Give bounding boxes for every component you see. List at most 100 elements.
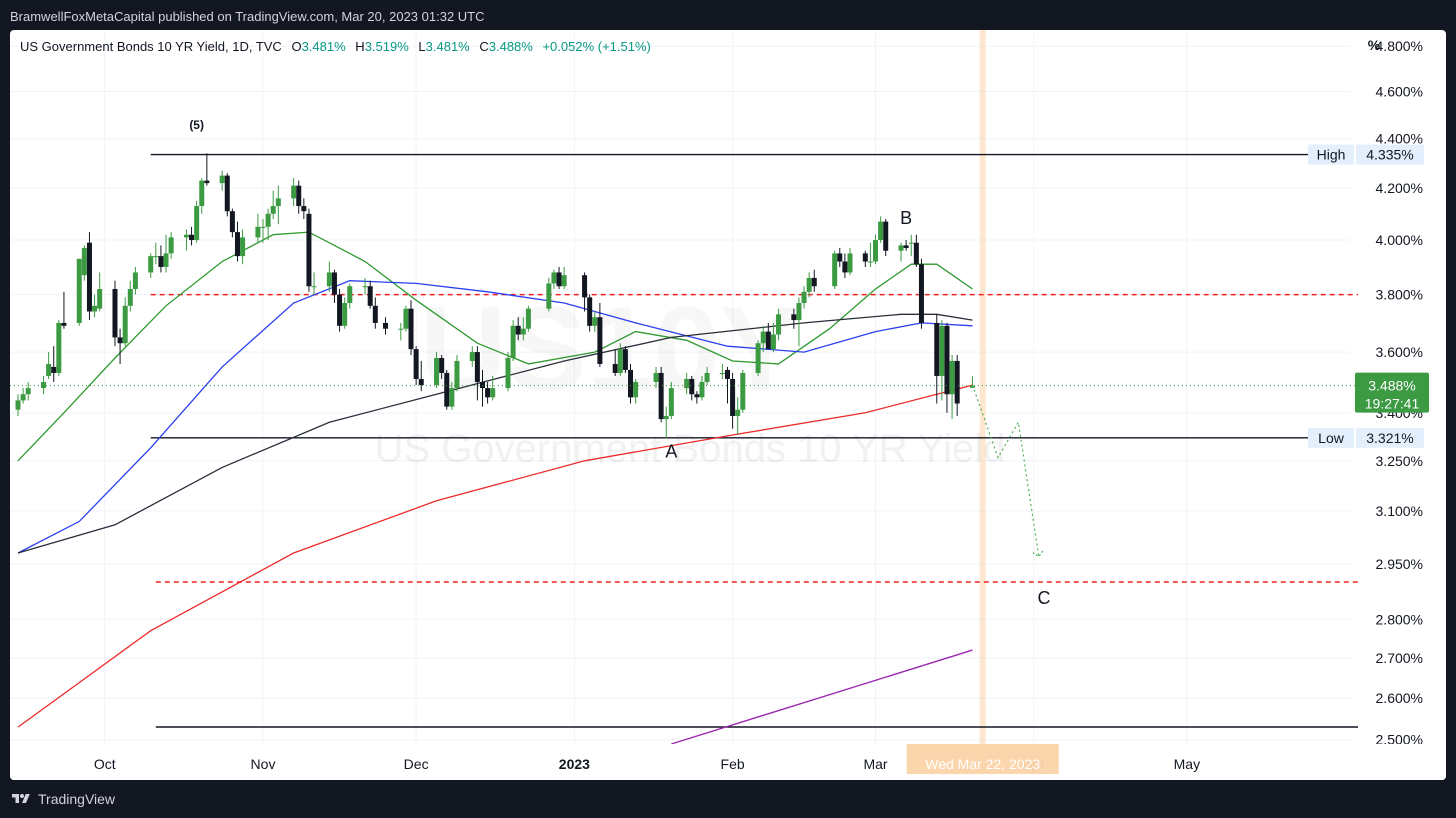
- candle-body: [898, 245, 904, 251]
- candle-body: [86, 242, 92, 312]
- candle-body: [908, 242, 914, 244]
- x-tick-label: May: [1174, 756, 1200, 772]
- candle-body: [556, 272, 562, 287]
- cursor-date-label: Wed Mar 22, 2023: [925, 756, 1040, 772]
- candle-body: [260, 226, 266, 228]
- candle-body: [76, 258, 82, 323]
- wave-label-5: (5): [189, 118, 204, 132]
- candle-body: [61, 322, 67, 326]
- footer: TradingView: [0, 780, 1456, 818]
- candle-body: [434, 357, 440, 386]
- level-label-high: High: [1317, 147, 1346, 163]
- candle-body: [398, 328, 404, 330]
- legend-low: 3.481%: [425, 39, 470, 54]
- y-axis: %4.800% 4.600% 4.400% 4.200% 4.000% 3.800% 3.6…: [1355, 37, 1429, 748]
- level-label-low: Low: [1318, 430, 1345, 446]
- candle-body: [347, 286, 353, 304]
- x-tick-label: Oct: [94, 756, 116, 772]
- candle-body: [633, 382, 639, 398]
- candle-body: [510, 325, 516, 358]
- candle-body: [122, 305, 128, 344]
- publish-info: BramwellFoxMetaCapital published on Trad…: [10, 9, 485, 24]
- x-tick-label: Mar: [863, 756, 887, 772]
- projection-path: [971, 384, 1040, 557]
- candle-body: [51, 366, 57, 373]
- candle-body: [117, 337, 123, 344]
- candle-body: [418, 378, 424, 386]
- candle-body: [229, 211, 235, 233]
- x-tick-label: Dec: [404, 756, 429, 772]
- candle-body: [403, 308, 409, 329]
- candle-body: [505, 357, 511, 389]
- x-tick-label: Feb: [721, 756, 745, 772]
- annotations: (5) B A C: [189, 118, 1050, 608]
- wave-label-C: C: [1037, 588, 1050, 608]
- candle-body: [270, 206, 276, 214]
- y-tick-label: 4.600%: [1376, 83, 1423, 99]
- candle-body: [867, 261, 873, 263]
- price-chart[interactable]: US10Y US Government Bonds 10 YR Yield Hi…: [10, 30, 1446, 780]
- candle-body: [479, 382, 485, 389]
- chart-legend: US Government Bonds 10 YR Yield, 1D, TVC…: [20, 39, 651, 54]
- candle-body: [219, 175, 225, 184]
- level-label-bg-1: [1308, 427, 1354, 448]
- candle-body: [194, 206, 200, 241]
- candle-body: [46, 363, 52, 376]
- candle-body: [847, 253, 853, 273]
- candle-body: [658, 372, 664, 420]
- level-tag-bg-0: [1356, 144, 1424, 165]
- candle-body: [367, 286, 373, 306]
- cursor-line: [979, 30, 986, 780]
- candle-body: [592, 317, 598, 326]
- candle-body: [949, 360, 955, 395]
- candle-body: [597, 317, 603, 364]
- y-tick-label: 2.950%: [1376, 556, 1423, 572]
- candle-body: [275, 198, 281, 207]
- candle-body: [704, 372, 710, 383]
- candle-body: [383, 322, 389, 329]
- candle-body: [883, 221, 889, 251]
- candle-body: [724, 369, 730, 379]
- y-tick-label: 4.000%: [1376, 232, 1423, 248]
- candle-body: [755, 343, 761, 373]
- y-tick-label: 4.800%: [1376, 38, 1423, 54]
- candle-body: [622, 349, 628, 370]
- level-tag-high: 4.335%: [1366, 147, 1413, 163]
- candle-body: [444, 372, 450, 407]
- candle-body: [331, 272, 337, 295]
- candle-body: [311, 286, 317, 288]
- candle-body: [224, 175, 230, 212]
- legend-high-label: H: [355, 39, 365, 54]
- candle-body: [612, 363, 618, 373]
- candle-body: [939, 325, 945, 376]
- candle-body: [183, 234, 189, 238]
- moving-average-0: [17, 231, 973, 462]
- moving-averages: [17, 231, 973, 728]
- candle-body: [306, 213, 312, 287]
- legend-open: 3.481%: [301, 39, 346, 54]
- candle-body: [587, 297, 593, 326]
- candle-body: [546, 283, 552, 309]
- moving-average-1: [17, 280, 973, 554]
- projection-arrowhead: [1032, 549, 1045, 558]
- y-tick-label: 2.700%: [1376, 650, 1423, 666]
- candle-body: [663, 415, 669, 420]
- legend-change: +0.052% (+1.51%): [542, 39, 651, 54]
- candle-body: [439, 357, 445, 373]
- x-tick-label: Nov: [251, 756, 276, 772]
- candle-body: [337, 294, 343, 326]
- candle-body: [158, 256, 164, 267]
- candle-body: [842, 261, 848, 273]
- candle-body: [449, 388, 455, 407]
- candle-body: [796, 303, 802, 321]
- candle-body: [806, 277, 812, 292]
- watermark-name: US Government Bonds 10 YR Yield: [375, 427, 1006, 471]
- candle-body: [628, 369, 634, 398]
- candle-body: [934, 322, 940, 376]
- candle-body: [408, 308, 414, 350]
- chart-panel[interactable]: US10Y US Government Bonds 10 YR Yield Hi…: [10, 30, 1446, 780]
- legend-close: 3.488%: [488, 39, 533, 54]
- candle-body: [653, 372, 659, 383]
- tradingview-brand[interactable]: TradingView: [10, 791, 115, 807]
- candle-body: [490, 388, 496, 398]
